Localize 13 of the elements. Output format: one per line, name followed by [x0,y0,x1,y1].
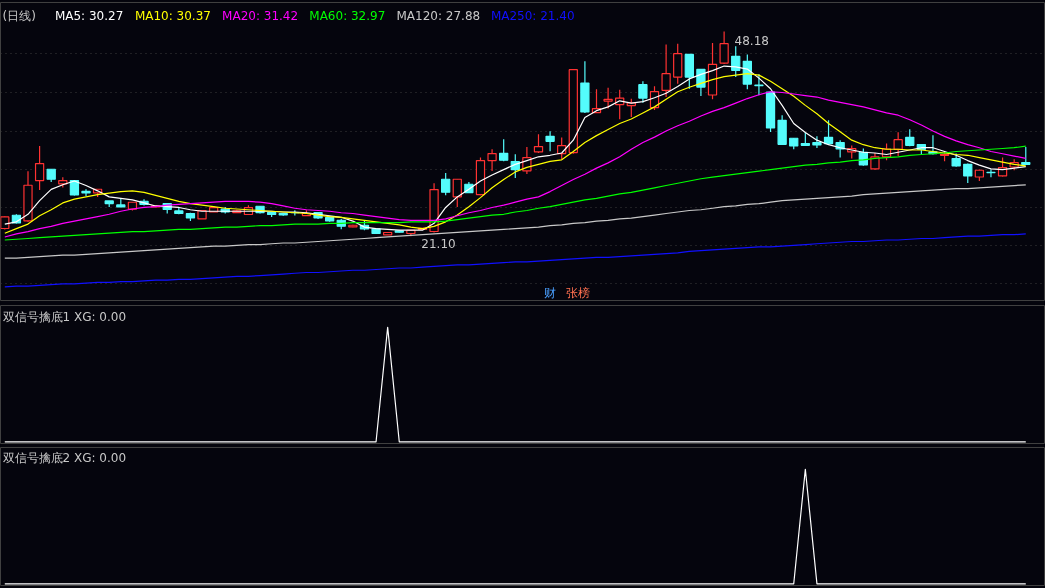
chart-title: 双信号擒底1 XG: 0.00 [2,309,127,324]
chart-title: 双信号擒底2 XG: 0.00 [2,450,127,465]
text: MA10: 30.37 [134,8,211,23]
text: MA120: 27.88 [396,8,481,23]
text: MA20: 31.42 [222,8,299,23]
annotation: 张榜 [565,285,590,300]
annotation: 财 [543,285,556,300]
annotation: 48.18 [734,33,769,48]
text: MA60: 32.97 [309,8,386,23]
text: MA5: 30.27 [54,8,124,23]
text: MA250: 21.40 [490,8,575,23]
text: (日线) [2,8,36,23]
annotation: 21.10 [421,236,456,251]
